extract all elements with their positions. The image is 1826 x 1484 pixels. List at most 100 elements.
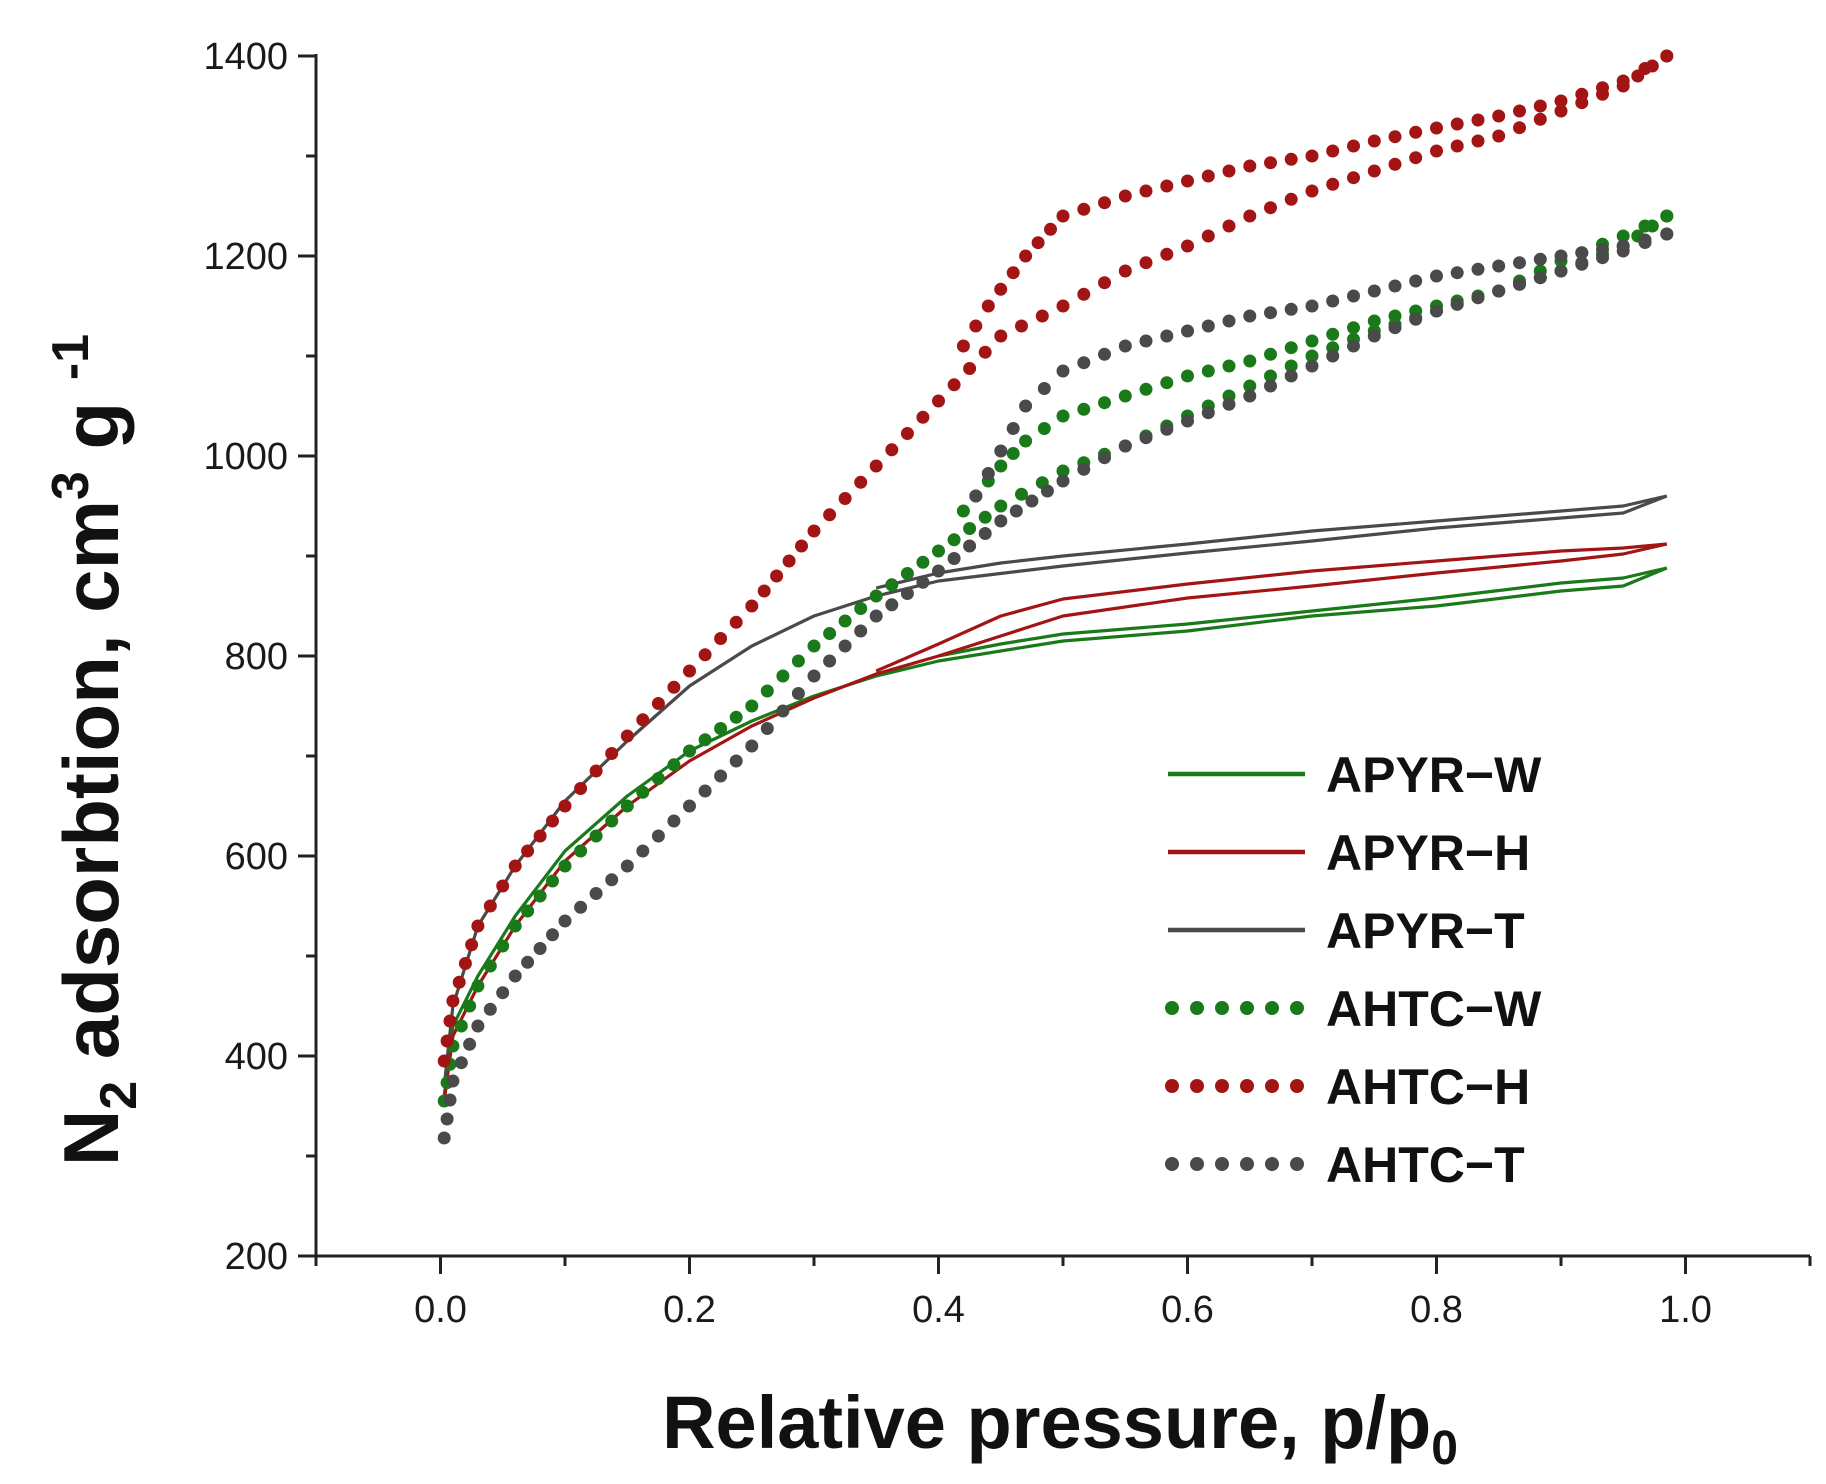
series-point xyxy=(521,904,535,918)
x-axis-title-main: Relative pressure, p/p xyxy=(662,1381,1431,1464)
series-point xyxy=(885,598,899,612)
series-point xyxy=(1009,504,1023,518)
series-point xyxy=(745,699,759,713)
series-point xyxy=(1201,319,1215,333)
legend-swatch-dot xyxy=(1265,1157,1279,1171)
series-point xyxy=(1118,264,1132,278)
series-point xyxy=(791,654,805,668)
series-point xyxy=(932,544,945,558)
series-point xyxy=(454,1056,468,1070)
series-point xyxy=(869,609,883,623)
series-point xyxy=(1388,309,1402,323)
series-point xyxy=(1533,252,1547,266)
series-point xyxy=(1139,382,1153,396)
series-point xyxy=(1554,94,1568,108)
series-point xyxy=(1492,129,1506,143)
series-point xyxy=(574,782,588,795)
series-point xyxy=(1409,125,1423,139)
series-point xyxy=(1367,134,1381,148)
series-point xyxy=(807,524,821,538)
series-point xyxy=(452,975,466,989)
series-point xyxy=(1471,262,1485,276)
series-point xyxy=(1160,247,1174,261)
series-point xyxy=(636,713,650,727)
series-point xyxy=(533,942,547,955)
series-point xyxy=(956,504,970,518)
series-point xyxy=(869,459,883,473)
series-point xyxy=(1388,157,1402,171)
series-point xyxy=(1554,264,1568,278)
y-axis-title-main: N xyxy=(47,1110,135,1166)
series-point xyxy=(546,814,559,828)
legend-swatch-dot xyxy=(1165,1079,1179,1093)
series-point xyxy=(885,578,899,592)
legend-swatch-dot xyxy=(1165,1001,1179,1015)
series-point xyxy=(1264,379,1277,393)
series-point xyxy=(981,299,995,313)
series-ahtc-t xyxy=(437,227,1674,1145)
series-point xyxy=(900,587,914,600)
series-point xyxy=(1513,121,1526,135)
series-point xyxy=(770,569,784,583)
series-point xyxy=(1056,209,1070,223)
x-tick-label: 0.8 xyxy=(1410,1289,1463,1331)
series-point xyxy=(1139,431,1153,445)
series-point xyxy=(760,722,774,735)
series-point xyxy=(574,900,588,914)
series-point xyxy=(1305,299,1319,313)
series-point xyxy=(636,844,650,858)
series-point xyxy=(667,814,681,828)
series-point xyxy=(714,769,728,783)
series-point xyxy=(978,345,992,359)
series-point xyxy=(838,492,852,505)
series-point xyxy=(1025,494,1039,508)
series-point xyxy=(1388,279,1402,293)
series-point xyxy=(1201,406,1215,420)
series-point xyxy=(1575,87,1589,101)
series-point xyxy=(667,758,681,772)
series-point xyxy=(1409,312,1423,326)
series-point xyxy=(1554,249,1568,263)
series-point xyxy=(496,879,510,893)
series-point xyxy=(1243,159,1257,173)
series-point xyxy=(463,999,477,1013)
series-point xyxy=(1118,439,1132,453)
y-axis-title-mid: adsorbtion, cm xyxy=(47,500,135,1081)
series-point xyxy=(1450,297,1464,311)
series-point xyxy=(1450,117,1464,131)
series-point xyxy=(807,669,821,683)
series-point xyxy=(1139,334,1153,348)
series-point xyxy=(1056,409,1070,423)
series-point xyxy=(1471,291,1485,305)
series-point xyxy=(1243,389,1257,403)
series-point xyxy=(1118,189,1132,203)
series-point xyxy=(1006,266,1020,280)
series-point xyxy=(636,785,650,799)
series-point xyxy=(1388,321,1402,335)
svg-text:Relative pressure, p/p0: Relative pressure, p/p0 xyxy=(662,1381,1458,1475)
series-point xyxy=(1326,144,1340,158)
series-point xyxy=(981,467,995,480)
series-line-desorption xyxy=(875,494,1668,590)
series-point xyxy=(1181,414,1194,428)
series-point xyxy=(1037,382,1051,395)
series-point xyxy=(1098,276,1111,290)
series-point xyxy=(471,979,485,993)
series-point xyxy=(1160,376,1174,390)
series-point xyxy=(1430,144,1443,158)
series-point xyxy=(1326,349,1340,363)
plot-axes: 200 400 600 800 1000 1200 1400 0.0 0.2 0.4 0.6 0.8 1… xyxy=(203,36,1812,1331)
legend-swatch-dot xyxy=(1265,1001,1279,1015)
series-point xyxy=(1409,274,1423,288)
series-point xyxy=(745,739,759,753)
legend-swatch-dot xyxy=(1290,1157,1304,1171)
series-point xyxy=(969,319,983,333)
series-point xyxy=(838,639,852,653)
series-point xyxy=(795,539,808,553)
y-axis-title-sub: 2 xyxy=(90,1081,148,1110)
series-point xyxy=(558,914,572,928)
series-point xyxy=(1554,104,1568,118)
series-point xyxy=(729,754,743,768)
x-tick-label: 0.2 xyxy=(663,1289,716,1331)
y-tick-label: 400 xyxy=(225,1036,288,1078)
